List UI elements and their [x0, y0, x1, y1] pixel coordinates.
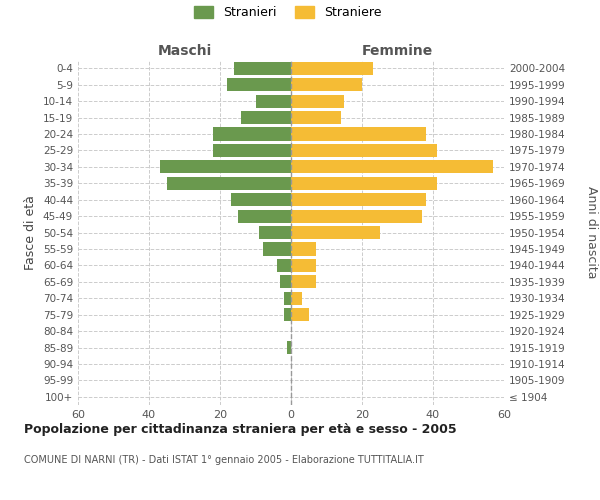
- Bar: [291, 62, 373, 75]
- Bar: [227, 78, 291, 91]
- Bar: [291, 275, 316, 288]
- Text: COMUNE DI NARNI (TR) - Dati ISTAT 1° gennaio 2005 - Elaborazione TUTTITALIA.IT: COMUNE DI NARNI (TR) - Dati ISTAT 1° gen…: [24, 455, 424, 465]
- Bar: [241, 111, 291, 124]
- Bar: [280, 275, 291, 288]
- Legend: Stranieri, Straniere: Stranieri, Straniere: [194, 6, 382, 19]
- Bar: [291, 160, 493, 173]
- Bar: [287, 341, 291, 354]
- Bar: [263, 242, 291, 256]
- Bar: [291, 259, 316, 272]
- Bar: [238, 210, 291, 222]
- Y-axis label: Fasce di età: Fasce di età: [25, 195, 37, 270]
- Bar: [167, 176, 291, 190]
- Bar: [160, 160, 291, 173]
- Text: Popolazione per cittadinanza straniera per età e sesso - 2005: Popolazione per cittadinanza straniera p…: [24, 422, 457, 436]
- Text: Maschi: Maschi: [157, 44, 212, 58]
- Bar: [291, 242, 316, 256]
- Bar: [259, 226, 291, 239]
- Bar: [284, 308, 291, 321]
- Bar: [291, 78, 362, 91]
- Bar: [284, 292, 291, 305]
- Bar: [291, 292, 302, 305]
- Bar: [291, 111, 341, 124]
- Bar: [256, 94, 291, 108]
- Text: Femmine: Femmine: [362, 44, 433, 58]
- Bar: [277, 259, 291, 272]
- Bar: [234, 62, 291, 75]
- Bar: [291, 128, 426, 140]
- Bar: [291, 308, 309, 321]
- Bar: [230, 193, 291, 206]
- Bar: [291, 94, 344, 108]
- Bar: [291, 226, 380, 239]
- Bar: [291, 210, 422, 222]
- Bar: [291, 193, 426, 206]
- Bar: [213, 128, 291, 140]
- Bar: [213, 144, 291, 157]
- Y-axis label: Anni di nascita: Anni di nascita: [585, 186, 598, 279]
- Bar: [291, 176, 437, 190]
- Bar: [291, 144, 437, 157]
